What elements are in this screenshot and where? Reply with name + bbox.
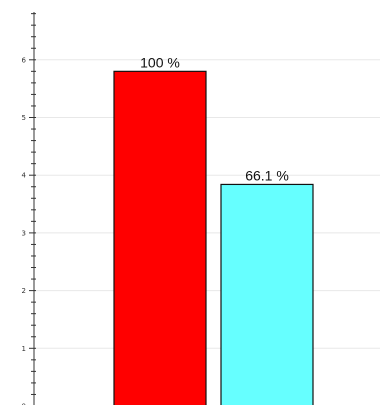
bar-2	[220, 183, 314, 405]
y-tick-label-0: 0	[22, 403, 26, 405]
bars	[113, 70, 314, 405]
grid-lines	[34, 59, 380, 349]
y-tick-label-1: 1	[22, 345, 26, 353]
data-label-2: 66.1 %	[245, 167, 289, 183]
data-labels: 100 % 66.1 %	[140, 54, 289, 183]
y-axis: 0 1 2 3 4 5 6	[22, 12, 36, 405]
y-tick-label-4: 4	[22, 172, 27, 180]
y-tick-label-2: 2	[22, 287, 26, 295]
y-tick-label-6: 6	[22, 56, 27, 64]
y-tick-label-3: 3	[22, 229, 26, 237]
bar-1	[113, 70, 207, 405]
data-label-1: 100 %	[140, 54, 180, 70]
y-tick-label-5: 5	[22, 114, 26, 122]
